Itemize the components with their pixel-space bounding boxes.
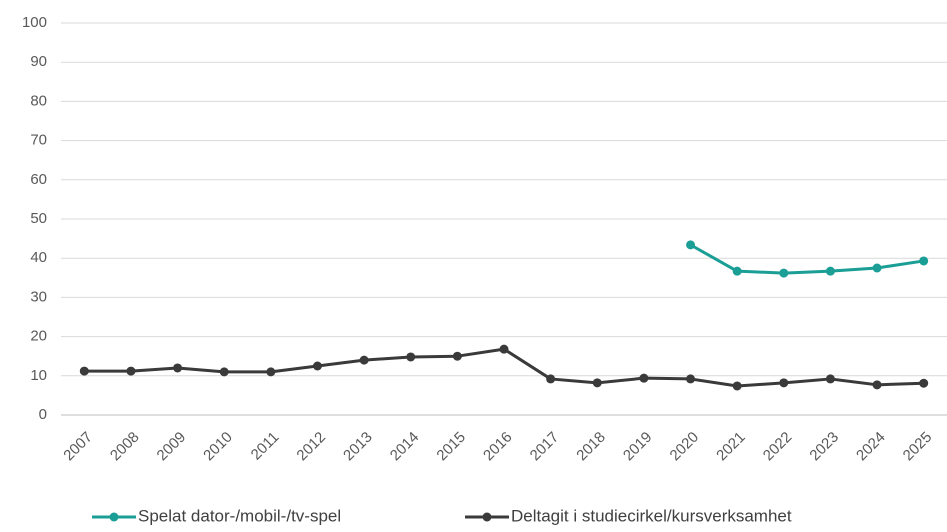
point	[406, 352, 416, 362]
y-tick-label: 100	[22, 14, 47, 31]
point	[173, 363, 183, 373]
x-tick-label: 2016	[480, 429, 516, 465]
x-tick-label: 2023	[806, 429, 842, 465]
y-tick-label: 90	[30, 53, 47, 70]
point	[872, 380, 882, 390]
x-tick-label: 2010	[200, 429, 236, 465]
x-tick-label: 2011	[248, 429, 283, 464]
legend-label: Spelat dator-/mobil-/tv-spel	[138, 506, 341, 525]
x-tick-label: 2025	[900, 429, 936, 465]
x-tick-label: 2007	[60, 429, 96, 465]
point	[732, 381, 742, 391]
point	[359, 355, 369, 365]
point	[825, 266, 835, 276]
y-tick-label: 0	[39, 406, 47, 423]
point	[919, 256, 929, 266]
point	[639, 373, 649, 383]
point	[79, 366, 89, 376]
point	[686, 240, 696, 250]
x-tick-label: 2015	[433, 429, 469, 465]
legend: Spelat dator-/mobil-/tv-spel Deltagit i s…	[92, 506, 792, 525]
y-tick-label: 10	[30, 367, 47, 384]
x-tick-label: 2019	[620, 429, 656, 465]
x-tick-label: 2008	[107, 429, 143, 465]
x-tick-label: 2018	[573, 429, 609, 465]
point	[219, 367, 229, 377]
legend-marker	[482, 512, 492, 522]
legend-label: Deltagit i studiecirkel/kursverksamhet	[511, 506, 792, 525]
y-tick-label: 30	[30, 288, 47, 305]
point	[732, 266, 742, 276]
x-tick-label: 2012	[293, 429, 329, 465]
x-tick-label: 2020	[667, 429, 703, 465]
point	[546, 374, 556, 384]
series-line	[689, 243, 924, 275]
x-tick-label: 2014	[387, 429, 423, 465]
point	[686, 374, 696, 384]
y-tick-label: 20	[30, 328, 47, 345]
x-tick-label: 2022	[760, 429, 796, 465]
point	[312, 361, 322, 371]
point	[872, 263, 882, 273]
y-tick-label: 50	[30, 210, 47, 227]
x-tick-label: 2024	[853, 429, 889, 465]
point	[592, 378, 602, 388]
x-tick-label: 2021	[713, 429, 749, 465]
y-tick-label: 40	[30, 249, 47, 266]
y-tick-label: 70	[30, 132, 47, 149]
y-tick-label: 60	[30, 171, 47, 188]
point	[919, 378, 929, 388]
legend-marker	[109, 512, 119, 522]
point	[266, 367, 276, 377]
point	[452, 351, 462, 361]
series-line	[84, 347, 924, 388]
x-tick-label: 2017	[527, 429, 563, 465]
point	[499, 344, 509, 354]
point	[779, 268, 789, 278]
y-tick-label: 80	[30, 92, 47, 109]
point	[825, 374, 835, 384]
point	[779, 378, 789, 388]
x-tick-label: 2009	[154, 429, 190, 465]
x-tick-label: 2013	[340, 429, 376, 465]
point	[126, 366, 136, 376]
